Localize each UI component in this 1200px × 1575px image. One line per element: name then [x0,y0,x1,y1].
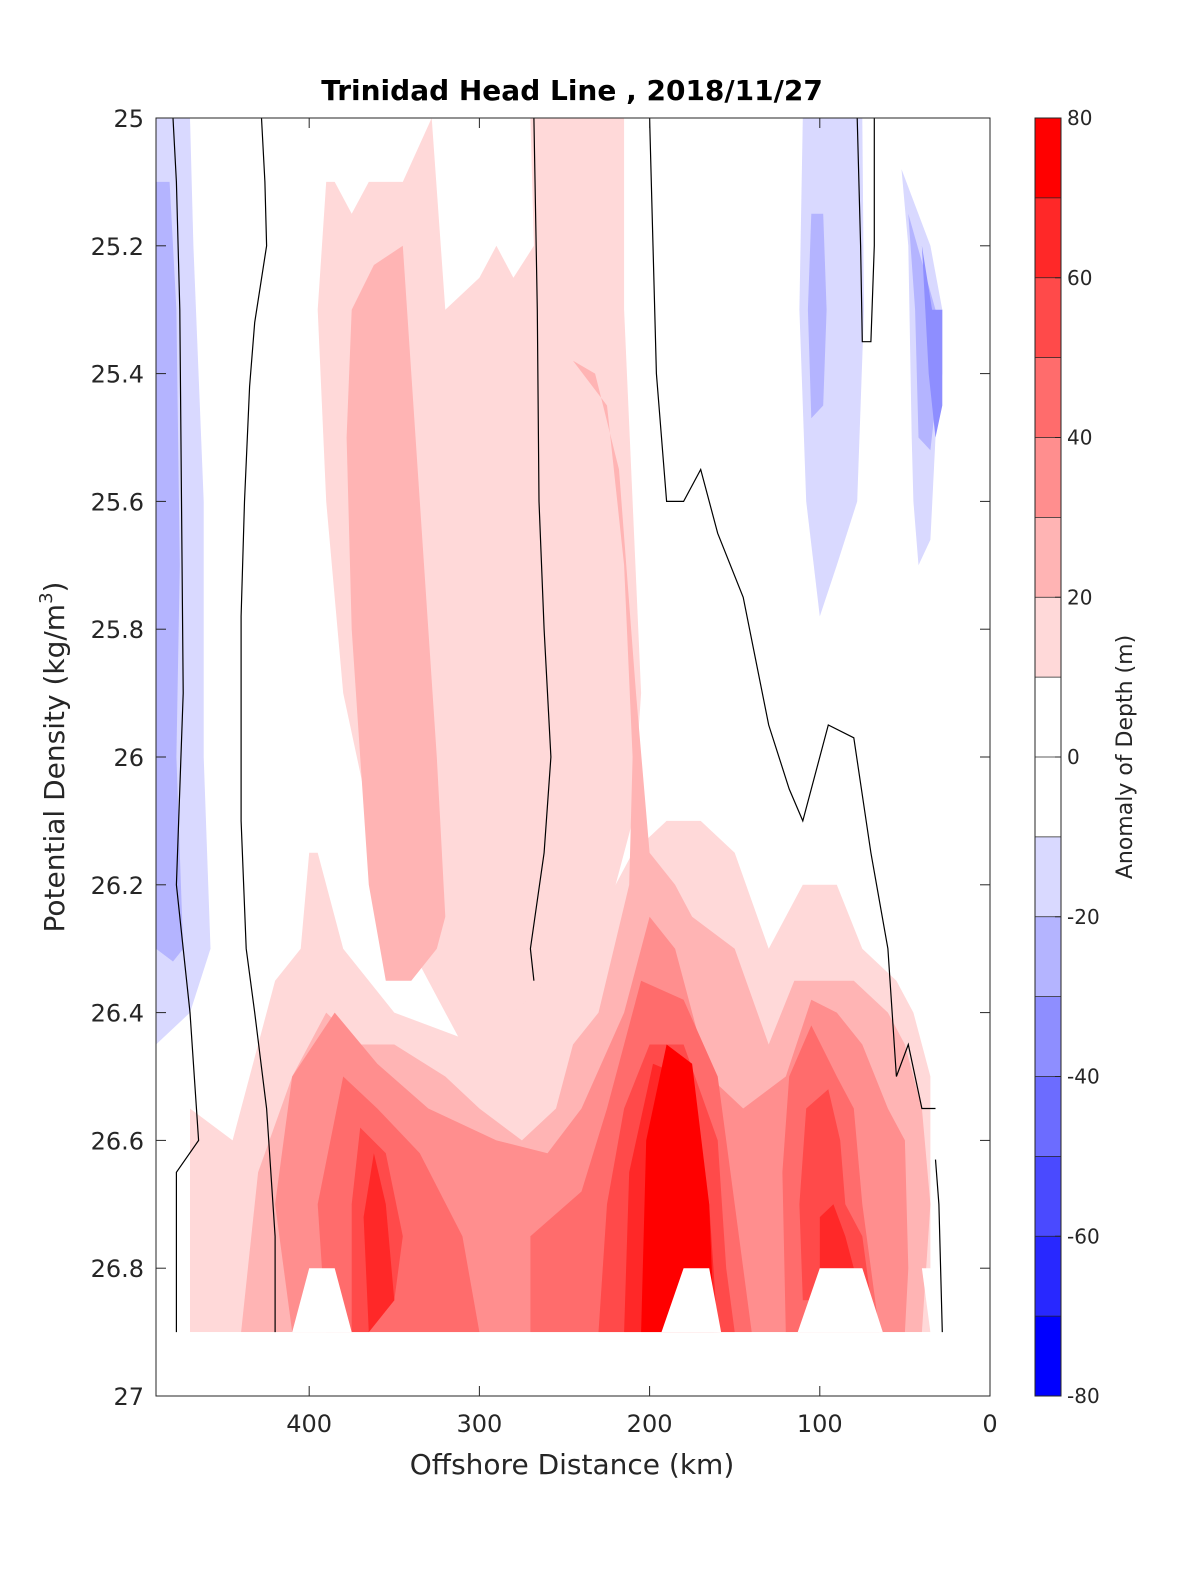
colorbar-swatch-0 [1035,118,1061,198]
colorbar-swatch-11 [1035,996,1061,1077]
y-tick-label-6: 26.2 [91,872,144,900]
zero-contour-0 [172,118,200,1333]
zero-contour-5 [934,1159,943,1333]
colorbar-swatch-13 [1035,1156,1061,1237]
colorbar-swatch-6 [1035,597,1061,678]
x-axis-label: Offshore Distance (km) [410,1448,735,1481]
colorbar-swatch-3 [1035,357,1061,438]
colorbar-swatch-9 [1035,836,1061,917]
colorbar-tick-label-2: 40 [1067,426,1092,450]
contour-region-6 [921,245,943,438]
contour-region-17 [799,1089,871,1301]
y-tick-label-2: 25.4 [91,361,144,389]
colorbar-swatch-5 [1035,517,1061,598]
y-tick-label-8: 26.6 [91,1127,144,1155]
y-tick-label-9: 26.8 [91,1255,144,1283]
colorbar-tick-label-4: 0 [1067,745,1080,769]
y-axis-label-close: ) [38,582,71,593]
colorbar-swatch-8 [1035,757,1061,837]
x-tick-label-3: 100 [797,1410,843,1438]
y-tick-label-3: 25.6 [91,488,144,516]
contour-region-21 [641,1044,715,1333]
colorbar-tick-label-0: 80 [1067,106,1092,130]
zero-contour-4 [856,118,875,343]
colorbar-tick-label-8: -80 [1067,1384,1100,1408]
y-axis-label: Potential Density (kg/m3) [36,582,71,933]
x-tick-label-0: 400 [286,1410,332,1438]
colorbar-swatch-7 [1035,677,1061,757]
x-tick-label-1: 300 [456,1410,502,1438]
colorbar-tick-label-6: -40 [1067,1065,1100,1089]
chart-title: Trinidad Head Line , 2018/11/27 [321,74,823,107]
colorbar-ticks: 80 60 40 20 0 -20 -40 -60 -80 [1055,106,1100,1408]
colorbar-tick-label-5: -20 [1067,905,1100,929]
colorbar-swatch-15 [1035,1316,1061,1396]
no-data-mask-4 [156,1268,182,1333]
contour-region-18 [363,1153,395,1333]
no-data-mask-0 [156,1332,990,1396]
y-axis-ticks: 25 25.2 25.4 25.6 25.8 26 26.2 26.4 26.6 26.8 27 [91,105,990,1411]
zero-contour-lines [172,118,943,1333]
contour-regions [156,118,943,1333]
y-axis-label-main: Potential Density (kg/m [38,604,71,933]
x-tick-label-2: 200 [627,1410,673,1438]
y-tick-label-4: 25.8 [91,616,144,644]
zero-contour-3 [649,118,936,1110]
colorbar-swatch-10 [1035,916,1061,997]
colorbar-swatch-14 [1035,1236,1061,1317]
colorbar-tick-label-1: 60 [1067,266,1092,290]
colorbar-swatch-4 [1035,437,1061,518]
contour-region-9 [346,245,446,981]
colorbar-swatch-2 [1035,277,1061,358]
x-tick-label-4: 0 [982,1410,997,1438]
x-axis-ticks: 400 300 200 100 0 [286,118,998,1438]
contour-region-10 [241,360,931,1333]
y-tick-label-7: 26.4 [91,1000,144,1028]
colorbar-swatch-12 [1035,1076,1061,1157]
contour-region-1 [156,181,184,962]
no-data-mask-1 [292,1268,352,1333]
no-data-mask-2 [661,1268,722,1333]
colorbar-tick-label-3: 20 [1067,585,1092,609]
y-tick-label-10: 27 [113,1383,144,1411]
y-tick-label-0: 25 [113,105,144,133]
no-data-masks [156,1268,990,1396]
no-data-mask-5 [921,1268,990,1333]
y-axis-label-sup: 3 [36,592,57,603]
zero-contour-1 [240,118,276,1333]
colorbar-tick-label-7: -60 [1067,1224,1100,1248]
colorbar [1034,117,1062,1397]
no-data-mask-3 [797,1268,883,1333]
y-tick-label-5: 26 [113,744,144,772]
colorbar-label: Anomaly of Depth (m) [1113,635,1138,879]
contour-region-20 [819,1204,854,1269]
y-tick-label-1: 25.2 [91,233,144,261]
contour-region-3 [807,213,827,419]
zero-contour-2 [529,118,552,981]
colorbar-swatch-1 [1035,197,1061,278]
